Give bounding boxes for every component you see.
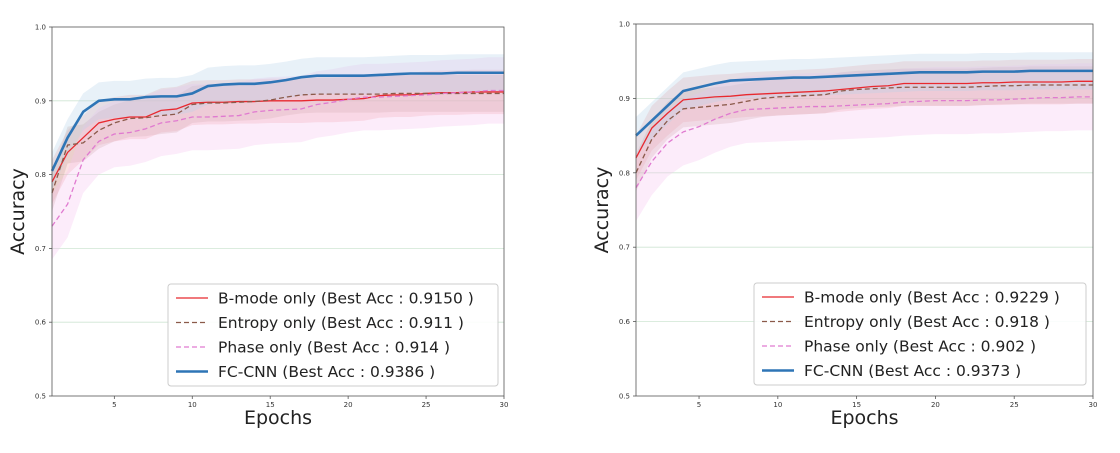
plot-frame	[51, 26, 505, 397]
series-line-4	[635, 69, 1093, 137]
legend-label-4: FC-CNN (Best Acc : 0.9386 )	[218, 363, 435, 381]
y-tick-label: 0.9	[35, 97, 46, 105]
x-tick-label: 30	[500, 401, 509, 409]
legend-label-2: Entropy only (Best Acc : 0.911 )	[218, 314, 464, 332]
legend-label-1: B-mode only (Best Acc : 0.9150 )	[218, 290, 474, 308]
x-tick-label: 20	[931, 401, 940, 409]
legend: B-mode only (Best Acc : 0.9229 ) Entropy …	[753, 282, 1087, 386]
x-tick-label: 25	[422, 401, 431, 409]
series-band-4	[52, 54, 504, 190]
series-line-2	[51, 92, 504, 194]
x-tick-label: 5	[112, 401, 116, 409]
series-band-4	[636, 52, 1093, 155]
y-tick-label: 0.6	[35, 319, 47, 327]
series-band-2	[636, 66, 1093, 192]
legend-label-4: FC-CNN (Best Acc : 0.9373 )	[804, 362, 1021, 380]
legend-box	[167, 283, 499, 387]
series-line-4	[50, 71, 504, 172]
x-axis-label: Epochs	[244, 407, 312, 429]
legend-label-2: Entropy only (Best Acc : 0.918 )	[804, 313, 1050, 331]
series-line-2	[635, 84, 1093, 174]
series-line-3	[51, 89, 504, 227]
series-band-3	[636, 63, 1093, 222]
y-tick-label: 1.0	[619, 21, 630, 29]
series-line-1	[635, 80, 1093, 159]
y-tick-label: 0.5	[35, 393, 46, 401]
series-band-1	[636, 58, 1093, 181]
y-tick-label: 1.0	[35, 24, 46, 32]
legend-label-3: Phase only (Best Acc : 0.914 )	[218, 339, 450, 357]
y-axis-label: Accuracy	[591, 167, 613, 254]
chart-panel-1: 0.5 0.6 0.7 0.8 0.9 1.0 5 10 15 20 25 30 Epochs Accur…	[7, 24, 508, 430]
x-tick-label: 10	[188, 401, 197, 409]
x-axis-label: Epochs	[830, 407, 898, 429]
y-axis-label: Accuracy	[7, 168, 29, 255]
y-tick-label: 0.7	[619, 244, 630, 252]
x-tick-label: 15	[852, 401, 861, 409]
y-tick-label: 0.8	[35, 171, 46, 179]
x-tick-label: 20	[344, 401, 353, 409]
legend-label-1: B-mode only (Best Acc : 0.9229 )	[804, 289, 1060, 307]
series-band-3	[52, 57, 504, 260]
legend-box	[753, 282, 1087, 386]
x-tick-label: 10	[773, 401, 782, 409]
x-tick-label: 15	[266, 401, 275, 409]
plot-frame	[635, 23, 1094, 397]
series-band-1	[52, 69, 504, 205]
chart-panel-2: 0.5 0.6 0.7 0.8 0.9 1.0 5 10 15 20 25 30 Epochs Accur…	[591, 21, 1097, 430]
legend-label-3: Phase only (Best Acc : 0.902 )	[804, 338, 1036, 356]
x-tick-label: 25	[1010, 401, 1019, 409]
series-line-3	[635, 96, 1093, 189]
legend: B-mode only (Best Acc : 0.9150 ) Entropy …	[167, 283, 499, 387]
series-line-1	[51, 91, 504, 183]
x-tick-label: 5	[697, 401, 701, 409]
y-tick-label: 0.6	[619, 318, 631, 326]
y-tick-label: 0.7	[35, 245, 46, 253]
y-tick-label: 0.5	[619, 393, 630, 401]
y-tick-label: 0.8	[619, 169, 630, 177]
x-tick-label: 30	[1089, 401, 1098, 409]
y-tick-label: 0.9	[619, 95, 630, 103]
series-band-2	[52, 74, 504, 212]
